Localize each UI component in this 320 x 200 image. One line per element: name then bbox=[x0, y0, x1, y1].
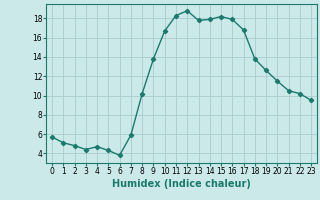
X-axis label: Humidex (Indice chaleur): Humidex (Indice chaleur) bbox=[112, 179, 251, 189]
